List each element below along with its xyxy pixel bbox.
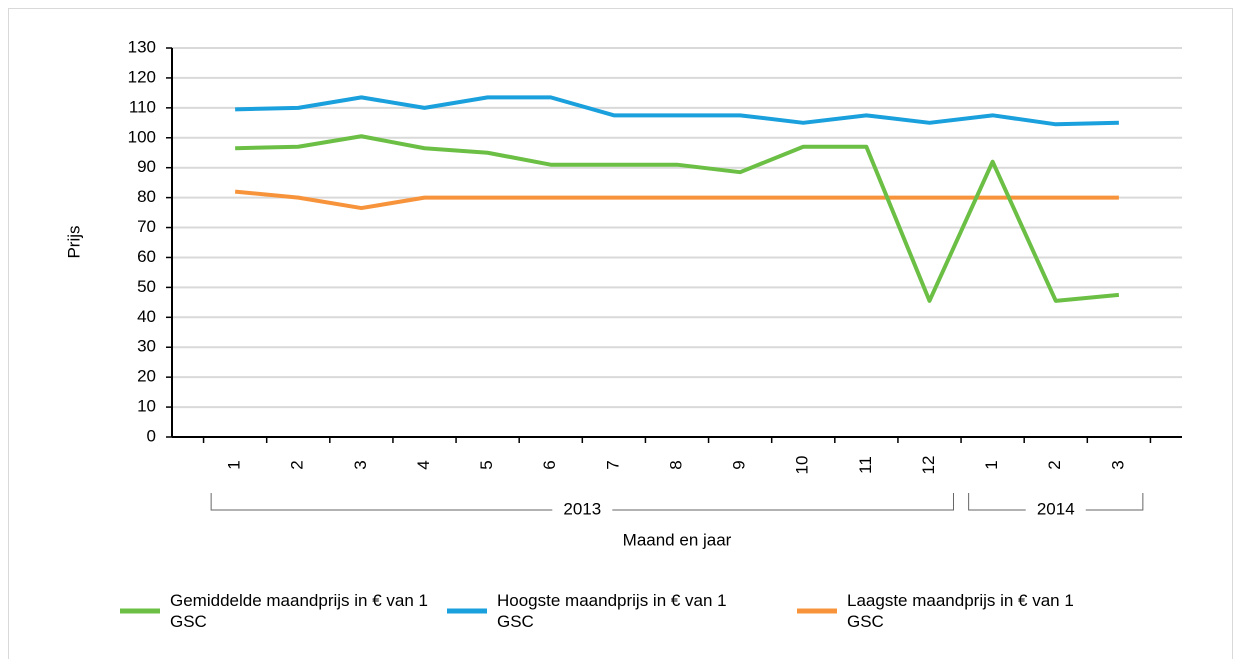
y-tick-label: 10 [137,397,156,416]
y-tick-label: 20 [137,367,156,386]
x-tick-label: 9 [730,460,749,469]
x-tick-label: 1 [225,460,244,469]
y-tick-label: 120 [128,67,156,86]
group-bracket [210,493,954,511]
y-tick-label: 40 [137,307,156,326]
y-tick-label: 110 [129,97,156,116]
legend-label: Laagste maandprijs in € van 1 GSC [847,591,1074,631]
x-tick-label: 1 [982,460,1001,469]
x-tick-label: 12 [919,456,938,475]
legend-label: Hoogste maandprijs in € van 1 GSC [497,591,727,631]
y-tick-label: 0 [147,426,156,445]
series-line [234,189,1119,211]
chart-border [8,8,1233,659]
x-tick-label: 10 [793,456,812,475]
group-label: 2013 [563,499,601,518]
x-tick-label: 6 [540,460,559,469]
series-line [235,134,1120,303]
y-tick-label: 60 [137,247,156,266]
x-tick-label: 2 [288,460,307,469]
x-tick-label: 7 [603,460,622,469]
x-tick-label: 5 [477,460,496,469]
x-tick-label: 3 [351,460,370,469]
x-tick-label: 2 [1045,460,1064,469]
y-tick-label: 100 [128,127,156,146]
x-tick-label: 8 [666,460,685,469]
group-bracket [968,493,1144,511]
legend-label: Gemiddelde maandprijs in € van 1 GSC [170,591,428,631]
series-line [235,95,1119,127]
y-tick-label: 130 [128,37,156,56]
y-tick-label: 80 [137,187,156,206]
x-tick-label: 11 [856,456,875,474]
group-label: 2014 [1037,499,1075,518]
x-tick-label: 3 [1108,460,1127,469]
x-axis-label: Maand en jaar [623,530,732,549]
y-tick-label: 30 [137,337,156,356]
x-tick-label: 4 [414,460,433,469]
y-axis-label: Prijs [64,225,83,258]
y-tick-label: 90 [137,157,156,176]
y-tick-label: 70 [137,217,156,236]
y-tick-label: 50 [137,277,156,296]
